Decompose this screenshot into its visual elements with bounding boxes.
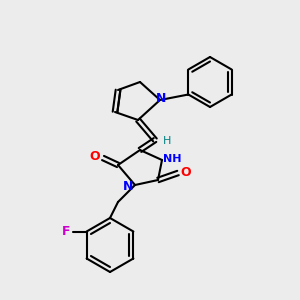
Text: F: F — [62, 225, 71, 238]
Text: N: N — [123, 179, 133, 193]
Text: H: H — [163, 136, 171, 146]
Text: N: N — [156, 92, 166, 106]
Text: O: O — [90, 151, 100, 164]
Text: NH: NH — [163, 154, 181, 164]
Text: O: O — [181, 166, 191, 178]
